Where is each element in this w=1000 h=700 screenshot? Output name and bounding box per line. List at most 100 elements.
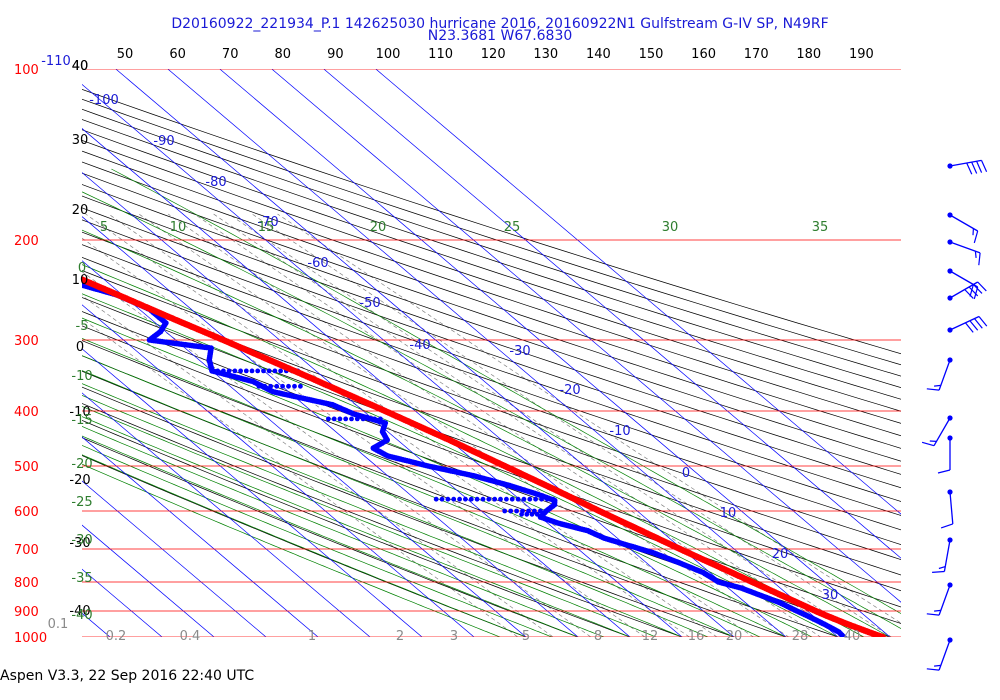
mixing-ratio-label: 28 [792,629,809,644]
temperature-point [38,259,44,265]
theta-label: 100 [376,47,401,62]
dewpoint-point [539,496,544,502]
chart-subtitle: N23.3681 W67.6830 [428,28,573,44]
dewpoint-point [524,511,530,517]
dewpoint-point [35,268,41,274]
grid-layer [0,69,901,637]
theta-label: 140 [586,47,611,62]
dewpoint-point [298,383,303,389]
temperature-point [32,256,38,262]
moist-adiabat-line [82,191,901,629]
mixing-ratio-line [82,271,592,637]
wind-barb-feather [972,284,983,294]
theta-label: 60 [169,47,186,62]
wind-barb-feather [978,252,981,266]
wind-barb-feather [976,161,983,173]
wind-barb-feather [937,469,951,474]
isotherm-label: -40 [409,338,430,353]
dewpoint-point [349,416,354,422]
dewpoint-point [343,416,349,422]
dewpoint-point [46,272,52,278]
dry-adiabat-line [82,172,901,449]
isotherm-line [375,69,901,515]
wind-barb-feather [926,388,940,391]
dewpoint-point [29,266,35,272]
wind-barb-feather [964,322,974,333]
temperature-point [61,269,67,275]
dry-adiabat-line [82,88,901,355]
mixing-ratio-label: 0.1 [48,617,69,632]
mixing-ratio-line [82,237,646,637]
moist-adiabat-line [82,370,735,637]
dewpoint-point [238,368,244,374]
dewpoint-point [262,383,268,389]
theta-label: 190 [849,47,874,62]
wind-barb-station [947,327,953,333]
wind-barb-feather [934,384,941,387]
temperature-point [34,257,40,263]
temperature-point [0,241,4,247]
dewpoint-point [50,273,56,279]
dewpoint-point [2,252,8,258]
dewpoint-point [12,258,18,264]
wind-barb-feather [964,289,974,299]
isotherm-line [0,69,6,637]
dewpoint-point [502,508,508,514]
temperature-point [36,258,42,264]
isotherm-label: -80 [205,175,226,190]
theta-label: -40 [69,604,90,619]
wind-barb-station [947,582,953,588]
dewpoint-point [292,383,297,389]
temperature-point [26,254,32,260]
dewpoint-point [33,267,39,273]
temperature-point [3,244,9,250]
wind-barb-feather [940,523,953,529]
dewpoint-point [31,267,37,273]
mixing-ratio-label: 16 [688,629,705,644]
footer-text: Aspen V3.3, 22 Sep 2016 22:40 UTC [0,668,255,684]
isotherm-line [323,69,901,559]
wind-barb-station [947,268,953,274]
wind-barb [921,415,953,447]
theta-label: 130 [533,47,558,62]
isotherm-label: 0 [682,466,690,481]
pressure-label: 700 [14,543,39,558]
theta-label: -20 [69,473,90,488]
pressure-label: 600 [14,505,39,520]
wind-barb-staff [949,241,981,254]
dewpoint-point [360,416,366,422]
dewpoint-point [326,416,331,422]
dewpoint-point [280,383,285,389]
dewpoint-point [21,263,27,269]
dewpoint-point [366,416,372,422]
mixing-ratio-line [213,213,845,637]
moist-adiabat-label: 35 [812,220,829,235]
mixing-ratio-line [167,213,790,637]
isotherm-line [115,69,787,637]
theta-label: 80 [275,47,292,62]
isotherm-label: -10 [609,424,630,439]
dewpoint-point [543,508,549,514]
dewpoint-point [4,253,10,259]
dewpoint-point [480,496,486,502]
dewpoint-point [529,511,535,517]
moist-adiabat-label: 5 [100,220,108,235]
dry-adiabat-line [82,419,631,637]
temperature-point [47,263,53,269]
dewpoint-point [274,383,280,389]
wind-barb-feather [980,160,988,172]
theta-label: 40 [72,59,89,74]
isotherm-label: 20 [772,547,789,562]
dewpoint-point [48,273,54,279]
dry-adiabat-line [82,139,901,412]
dry-adiabat-line [82,403,684,637]
temperature-point [6,245,12,251]
wind-barb-station [947,295,953,301]
isotherm-label: -50 [359,296,380,311]
temperature-point [24,253,30,259]
mixing-ratio-line [138,213,755,637]
dewpoint-point [54,275,60,281]
wind-barb-staff [949,281,979,299]
dewpoint-point [62,278,68,284]
